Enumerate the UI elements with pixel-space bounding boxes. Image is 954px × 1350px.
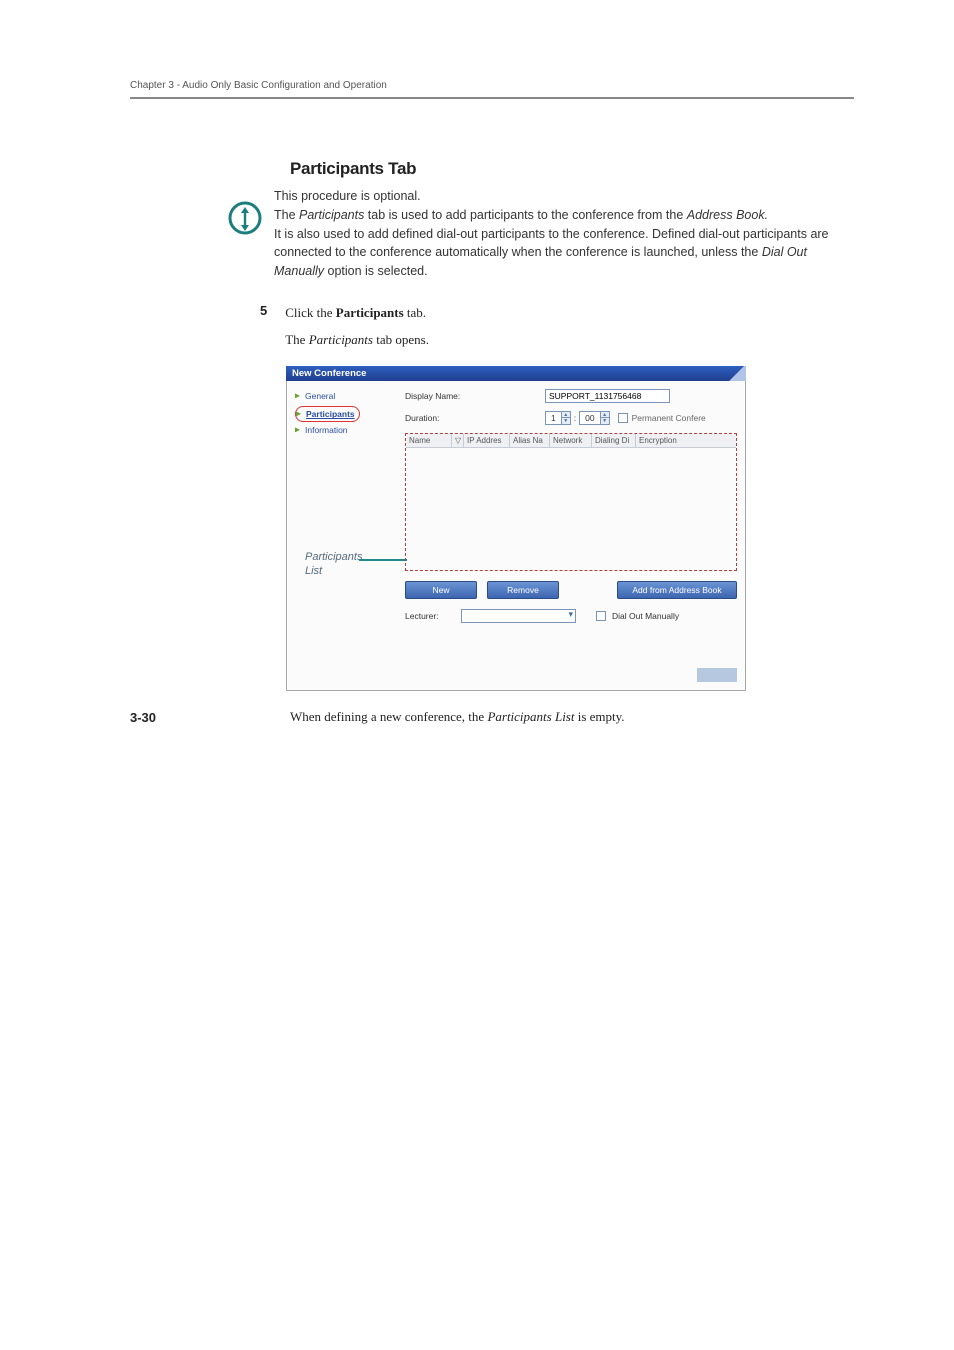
caption-pre: When defining a new conference, the xyxy=(290,709,487,724)
step-line2-em: Participants xyxy=(309,332,373,347)
note-line3-post: option is selected. xyxy=(324,264,428,278)
note-line2-post: tab is used to add participants to the c… xyxy=(364,208,686,222)
col-dialing[interactable]: Dialing Di xyxy=(592,434,636,447)
step-text-bold: Participants xyxy=(336,305,404,320)
table-header: Name ▽ IP Addres Alias Na Network Dialin… xyxy=(406,434,736,448)
nav-general[interactable]: General xyxy=(295,389,391,403)
col-ip[interactable]: IP Addres xyxy=(464,434,510,447)
step-number: 5 xyxy=(260,303,267,351)
duration-label: Duration: xyxy=(405,413,490,423)
remove-button[interactable]: Remove xyxy=(487,581,559,599)
note-line3-pre: It is also used to add defined dial-out … xyxy=(274,227,829,260)
callout-l2: List xyxy=(305,565,322,577)
permanent-conf-check[interactable]: Permanent Confere xyxy=(618,413,706,423)
dialog-body: General Participants Information Partici… xyxy=(286,381,746,691)
lecturer-combo[interactable] xyxy=(461,609,576,623)
dialog-right-panel: Display Name: Duration: 1 ▲▼ : 00 xyxy=(405,389,737,623)
col-sort-icon[interactable]: ▽ xyxy=(452,434,464,447)
note-line2-em: Participants xyxy=(299,208,364,222)
header-rule xyxy=(130,97,854,99)
caption-post: is empty. xyxy=(574,709,624,724)
col-name[interactable]: Name xyxy=(406,434,452,447)
nav-information[interactable]: Information xyxy=(295,423,391,437)
step-line2-post: tab opens. xyxy=(373,332,429,347)
checkbox-icon[interactable] xyxy=(618,413,628,423)
section-title: Participants Tab xyxy=(290,159,854,179)
step-text-pre: Click the xyxy=(285,305,336,320)
col-encryption[interactable]: Encryption xyxy=(636,434,736,447)
add-from-address-book-button[interactable]: Add from Address Book xyxy=(617,581,737,599)
dialog-title: New Conference xyxy=(292,368,366,379)
dialog-corner-shade xyxy=(697,668,737,682)
note-icon xyxy=(228,201,262,240)
duration-mins-spinner[interactable]: 00 ▲▼ xyxy=(579,411,609,425)
dialog-titlebar: New Conference xyxy=(286,366,746,381)
nav-participants[interactable]: Participants xyxy=(295,406,360,422)
dial-out-manually-label: Dial Out Manually xyxy=(612,611,679,621)
col-alias[interactable]: Alias Na xyxy=(510,434,550,447)
chapter-header: Chapter 3 - Audio Only Basic Configurati… xyxy=(130,80,854,91)
lecturer-row: Lecturer: Dial Out Manually xyxy=(405,609,737,623)
callout-participants-list: Participants List xyxy=(305,551,362,579)
duration-mins-value: 00 xyxy=(580,413,599,423)
button-row: New Remove Add from Address Book xyxy=(405,581,737,599)
duration-hours-spinner[interactable]: 1 ▲▼ xyxy=(545,411,571,425)
spin-down-icon[interactable]: ▼ xyxy=(562,418,570,424)
dialog-screenshot: New Conference General Participants Info… xyxy=(286,366,746,691)
lecturer-label: Lecturer: xyxy=(405,611,455,621)
page-number: 3-30 xyxy=(130,710,156,725)
duration-row: Duration: 1 ▲▼ : 00 ▲▼ xyxy=(405,411,737,425)
callout-l1: Participants xyxy=(305,551,362,563)
duration-hours-value: 1 xyxy=(546,413,561,423)
display-name-row: Display Name: xyxy=(405,389,737,403)
col-network[interactable]: Network xyxy=(550,434,592,447)
note-line1: This procedure is optional. xyxy=(274,189,421,203)
dialog-nav: General Participants Information xyxy=(295,389,391,437)
display-name-input[interactable] xyxy=(545,389,670,403)
step-body: Click the Participants tab. The Particip… xyxy=(285,303,429,351)
participants-table: Name ▽ IP Addres Alias Na Network Dialin… xyxy=(405,433,737,571)
permanent-conf-label: Permanent Confere xyxy=(632,413,706,423)
note-block: This procedure is optional. The Particip… xyxy=(228,187,854,281)
dial-out-checkbox[interactable] xyxy=(596,611,606,621)
step-line2-pre: The xyxy=(285,332,308,347)
caption: When defining a new conference, the Part… xyxy=(290,709,854,725)
note-line2-pre: The xyxy=(274,208,299,222)
callout-line xyxy=(359,559,407,561)
caption-em: Participants List xyxy=(487,709,574,724)
display-name-label: Display Name: xyxy=(405,391,490,401)
new-button[interactable]: New xyxy=(405,581,477,599)
step-row: 5 Click the Participants tab. The Partic… xyxy=(260,303,854,351)
note-text: This procedure is optional. The Particip… xyxy=(274,187,854,281)
step-text-post: tab. xyxy=(404,305,426,320)
note-line2-em2: Address Book. xyxy=(687,208,768,222)
spin-down-icon[interactable]: ▼ xyxy=(601,418,609,424)
